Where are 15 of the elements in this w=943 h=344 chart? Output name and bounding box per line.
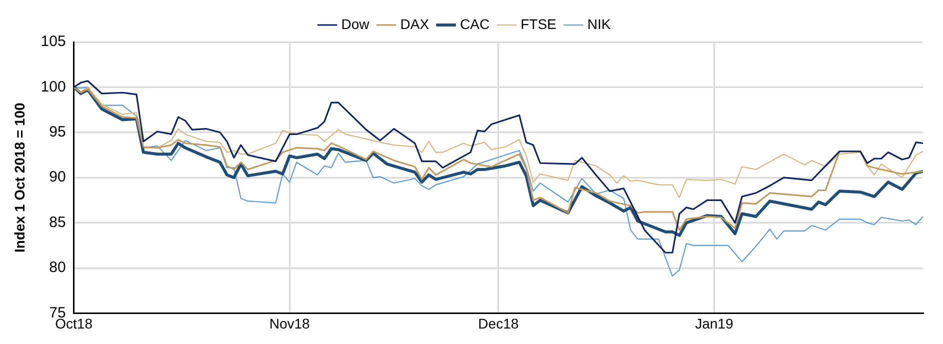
- y-tick-label: 105: [40, 33, 66, 50]
- y-tick-label: 90: [49, 168, 66, 186]
- legend-label: NIK: [587, 16, 612, 32]
- legend-label: Dow: [341, 16, 370, 32]
- y-tick-label: 95: [49, 124, 66, 141]
- x-tick-label: Nov18: [269, 315, 310, 332]
- legend-label: FTSE: [520, 16, 556, 32]
- y-tick-label: 80: [49, 259, 66, 276]
- y-tick-label: 100: [40, 78, 66, 96]
- x-tick-label: Jan19: [695, 315, 734, 332]
- x-tick-label: Dec18: [478, 315, 519, 332]
- y-tick-label: 85: [49, 214, 66, 231]
- legend-label: DAX: [400, 16, 430, 32]
- y-axis-title: Index 1 Oct 2018 = 100: [11, 102, 28, 253]
- legend-label: CAC: [460, 16, 490, 32]
